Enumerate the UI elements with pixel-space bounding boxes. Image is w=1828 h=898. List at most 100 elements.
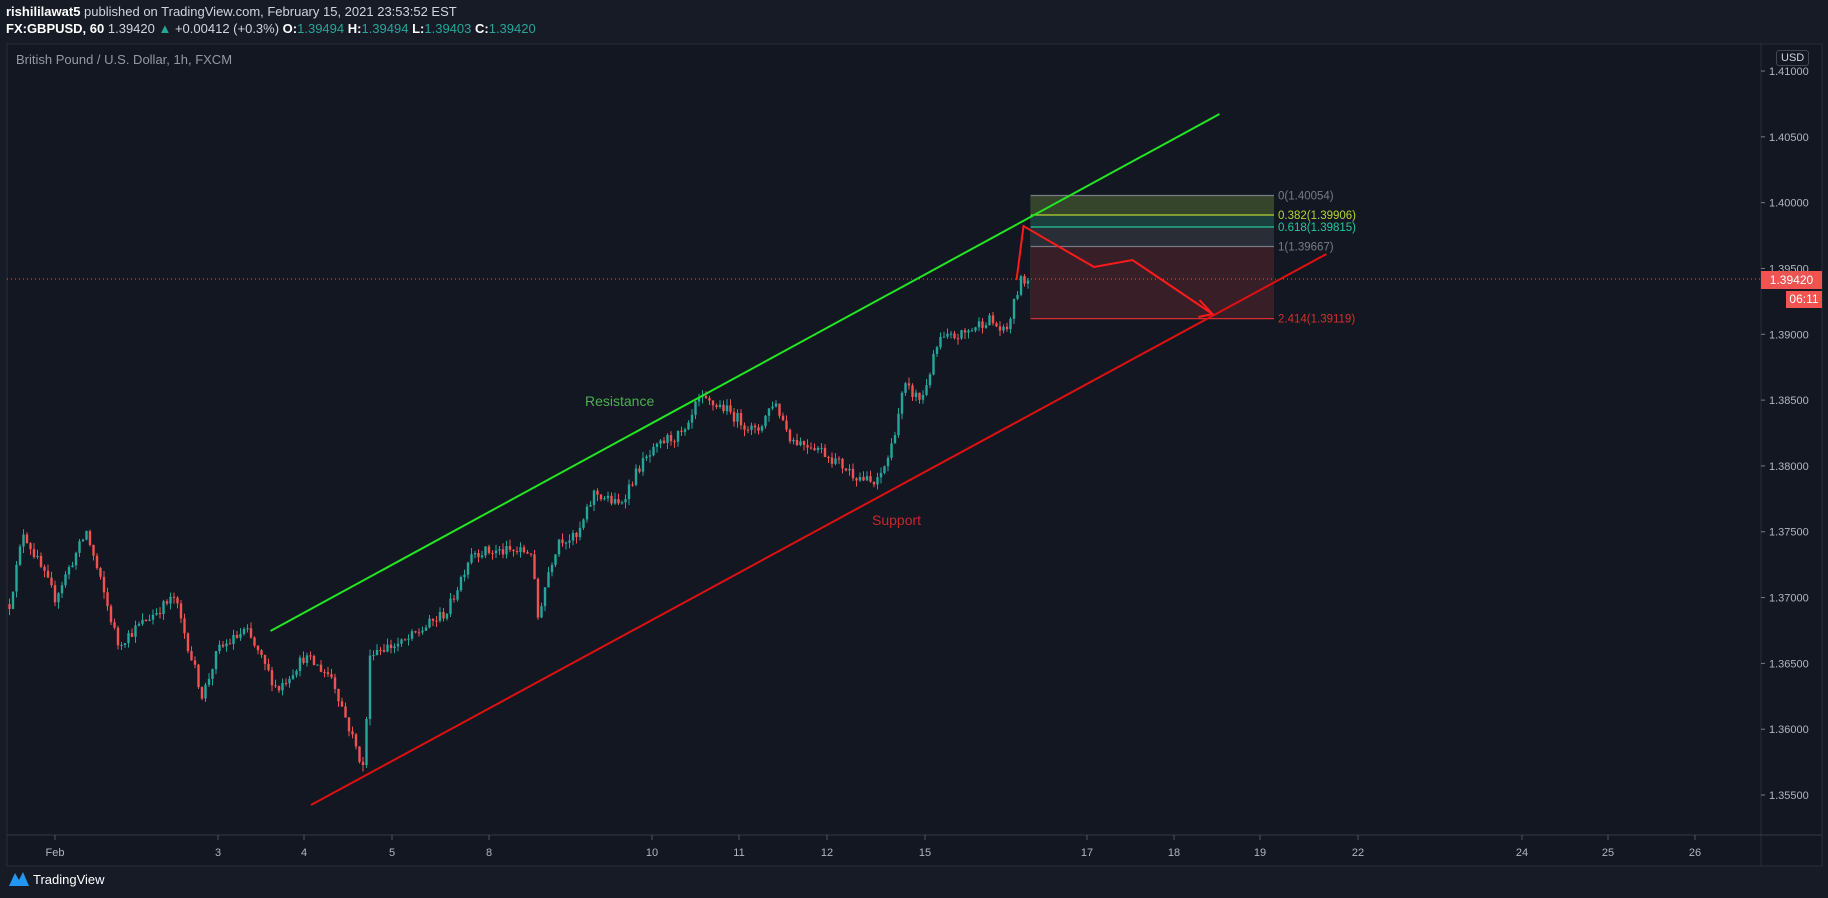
candle-body [683,429,687,432]
candle-body [60,585,64,594]
candle-body [295,670,298,676]
time-axis[interactable]: Feb 3 4 5 8 10 11 12 15 17 18 19 22 24 25 26 [46,835,1702,859]
candle-body [347,717,351,732]
candle-body [655,443,659,447]
ohlc-legend: FX:GBPUSD, 60 1.39420 ▲ +0.00412 (+0.3%)… [6,21,536,36]
candle-body [242,629,246,634]
time-tick-label: 19 [1254,847,1266,859]
candle-body [302,657,305,663]
candle-body [599,494,603,500]
projection-path[interactable] [1015,224,1214,315]
candle-body [725,405,729,412]
candle-body [858,476,862,481]
candle-body [505,546,508,555]
price-tick-label: 1.40000 [1769,198,1809,210]
candle-body [540,606,543,618]
candle-body [309,655,312,657]
price-tick-label: 1.40500 [1769,132,1809,144]
fib-level-label: 0.382(1.39906) [1278,210,1356,222]
candle-body [680,430,683,432]
time-tick-label: 10 [646,847,658,859]
candle-body [792,439,795,442]
candle-body [361,761,365,766]
candle-body [179,603,183,619]
candle-body [256,645,260,651]
candle-body [718,404,722,407]
candle-body [424,627,428,631]
price-axis[interactable]: 1.410001.405001.400001.395001.390001.385… [1761,66,1809,802]
candle-body [813,448,816,451]
author: rishililawat5 [6,4,81,19]
candle-body [29,543,32,550]
candle-body [960,330,963,339]
time-tick-label: 8 [486,847,492,859]
fib-level-label: 1(1.39667) [1278,241,1334,253]
candle-body [746,429,750,431]
candle-body [995,323,998,327]
candle-body [365,718,368,766]
candle-body [844,468,848,471]
candle-body [547,572,550,588]
candle-body [666,435,669,443]
candle-body [162,601,165,615]
candle-body [984,325,988,328]
candle-body [99,568,102,577]
candle-body [95,555,99,569]
time-tick-label: 24 [1516,847,1528,859]
candle-body [22,534,25,547]
candle-body [631,484,634,486]
candle-body [519,547,522,552]
candle-body [638,468,641,472]
candle-body [774,403,778,407]
candle-body [39,555,43,567]
candle-body [711,400,715,406]
candle-body [939,336,942,348]
candle-body [480,555,484,558]
candle-body [634,468,638,485]
time-tick-label: 12 [821,847,833,859]
candle-body [375,650,379,656]
candle-body [802,441,806,445]
high-value: 1.39494 [361,21,409,36]
fibonacci-retracement[interactable]: 0(1.40054) 0.382(1.39906)0.618(1.39815) 1(… [1030,191,1357,326]
currency-badge[interactable]: USD [1776,50,1810,66]
candle-body [246,628,249,630]
candle-body [522,547,526,553]
resistance-line[interactable] [270,113,1220,632]
candle-body [8,604,11,609]
candle-body [904,383,907,393]
trend-lines[interactable]: Resistance Support [270,113,1327,806]
candle-body [911,385,914,398]
candle-body [764,415,767,427]
candle-body [81,539,85,542]
candle-body [620,502,624,504]
tradingview-logo[interactable]: TradingView [8,870,105,888]
candle-body [991,315,995,324]
resistance-label: Resistance [585,393,654,409]
candle-body [134,625,137,637]
candle-body [879,472,883,478]
candle-body [627,484,631,500]
candle-body [260,650,263,655]
candle-body [400,639,403,644]
candle-body [767,408,771,416]
candle-body [550,564,554,573]
price-tick-label: 1.41000 [1769,66,1809,78]
time-tick-label: Feb [46,847,65,859]
tradingview-icon [9,872,29,886]
fib-zone-0.382 [1030,215,1274,227]
candle-body [1002,326,1005,331]
candle-body [113,622,116,628]
candle-body [956,338,960,340]
candle-body [410,631,414,639]
candle-body [526,552,529,554]
candle-body [921,394,925,400]
support-line[interactable] [310,253,1327,806]
candle-body [109,606,113,623]
price-tick-label: 1.38500 [1769,395,1809,407]
candle-body [176,597,179,604]
candle-body [659,440,662,444]
candle-body [211,669,214,679]
candle-body [816,447,820,451]
